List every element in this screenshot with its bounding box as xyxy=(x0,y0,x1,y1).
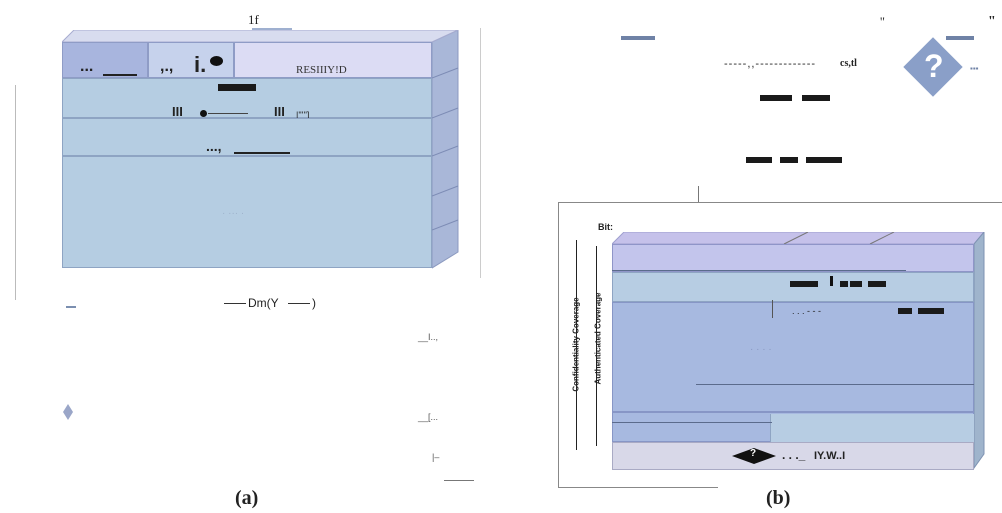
panel-a-caption: (a) xyxy=(235,487,259,509)
panel-a-box-side xyxy=(432,30,459,269)
panel-a-header-cell-3 xyxy=(234,42,432,78)
panel-a-header-dots-1: ... xyxy=(80,58,94,75)
panel-a-row-1-dots-2: III xyxy=(274,104,285,119)
panel-b-footer-row xyxy=(612,442,974,470)
panel-b-authenticated-label: Authenticated Coverage xyxy=(593,292,603,385)
panel-b-help-diamond-glyph: ? xyxy=(924,48,944,84)
panel-b-row-3-line xyxy=(696,384,974,385)
panel-a-row-1-line xyxy=(208,113,248,114)
panel-b-row-3-dash-2 xyxy=(918,308,944,314)
panel-a-bottom-line-left xyxy=(224,303,246,304)
panel-b-row-2 xyxy=(612,272,974,302)
panel-b-row-4-line xyxy=(612,422,772,423)
panel-a-side-rule xyxy=(444,480,474,481)
panel-a-row-2-dots: ..., xyxy=(206,138,222,154)
panel-a-small-mark xyxy=(66,306,76,308)
panel-b-row-2-mark xyxy=(830,276,833,286)
panel-a-row-2 xyxy=(62,118,432,156)
panel-b-dash-2 xyxy=(802,95,830,101)
panel-b-footer-dots: . . ._ xyxy=(782,448,806,462)
panel-a-row-2-line xyxy=(234,152,290,154)
panel-a-row-1-dot xyxy=(200,110,207,117)
panel-a-bottom-label-close: ) xyxy=(312,296,316,310)
panel-b-dotted-line: -----,,------------- xyxy=(724,58,817,70)
panel-b-dash-3 xyxy=(746,157,772,163)
panel-a-small-diamond-icon xyxy=(63,404,73,420)
panel-b-row-2-line xyxy=(612,270,906,271)
panel-b-footer-diamond-icon xyxy=(732,448,776,464)
panel-b-quote-2: " xyxy=(988,14,996,29)
panel-b-row-4-inset xyxy=(770,414,974,442)
panel-b-row-3-dash-1 xyxy=(898,308,912,314)
panel-b-top-left-bar xyxy=(621,36,655,40)
panel-b-row-2-dash-3 xyxy=(850,281,862,287)
panel-a-header-underline-1 xyxy=(103,74,137,76)
panel-a-side-text-3: |– xyxy=(432,452,440,462)
panel-b-frame-bottom xyxy=(558,487,718,488)
panel-b-box-side xyxy=(974,232,985,469)
panel-b-bit-label: Bit: xyxy=(598,222,613,232)
panel-a-left-axis xyxy=(15,85,16,300)
panel-b-row-3-dots: . . . - - - xyxy=(792,306,821,316)
panel-a-row-1-bar xyxy=(218,84,256,91)
panel-b-footer-text: IY.W..I xyxy=(814,450,846,462)
panel-a-header-i: i. xyxy=(194,52,207,77)
panel-b-row-3 xyxy=(612,302,974,412)
panel-b-quote-1: '' xyxy=(880,14,885,29)
panel-a-header-text: RESIIIY!D xyxy=(296,64,347,76)
panel-b-top-right-bar xyxy=(946,36,974,40)
panel-a-right-axis xyxy=(480,28,481,278)
panel-b-dash-5 xyxy=(806,157,842,163)
panel-b-help-diamond-dots: ▪▪▪ xyxy=(970,64,979,73)
panel-b-row-2-dash-1 xyxy=(790,281,818,287)
panel-a-side-text-1: __I.., xyxy=(418,332,439,342)
panel-a-bottom-label: Dm(Y xyxy=(248,296,279,310)
panel-b-frame xyxy=(558,202,1002,488)
panel-b: '' " -----,,------------- cs,tl ? ▪▪▪ Bi… xyxy=(500,0,1002,513)
panel-b-row-1 xyxy=(612,244,974,272)
panel-a-side-text-2: __[... xyxy=(418,412,439,422)
panel-b-row-2-dash-4 xyxy=(868,281,886,287)
panel-b-confidentiality-label: Confidentiality Coverage xyxy=(571,297,581,392)
panel-a-top-label: 1f xyxy=(248,12,259,27)
panel-a-row-1-tail: |'''''] xyxy=(296,110,310,120)
panel-b-footer-glyph: ? xyxy=(750,448,757,459)
panel-a-bottom-line-right xyxy=(288,303,310,304)
panel-a-header-cell-1 xyxy=(62,42,148,78)
panel-b-authenticated-arrow xyxy=(596,246,597,446)
panel-a-header-dot xyxy=(210,56,223,66)
panel-a-header-dots-2: ,., xyxy=(160,58,174,75)
panel-b-caption: (b) xyxy=(766,487,791,509)
panel-a-row-3 xyxy=(62,156,432,268)
panel-b-row-3-faint: · · · · xyxy=(750,344,772,355)
panel-b-row-3-tick xyxy=(772,300,773,318)
panel-a: 1f RESIIIY!D ... ,., i. III III |'''''] … xyxy=(0,0,500,513)
panel-b-confidentiality-arrow xyxy=(576,240,577,450)
panel-b-dash-4 xyxy=(780,157,798,163)
panel-a-row-1-dots: III xyxy=(172,104,183,119)
panel-b-tick xyxy=(698,186,699,202)
panel-b-dash-1 xyxy=(760,95,792,101)
panel-a-row-3-faint: · ··· · xyxy=(222,208,245,219)
panel-b-row-2-dash-2 xyxy=(840,281,848,287)
panel-b-dotted-text: cs,tl xyxy=(840,58,857,69)
